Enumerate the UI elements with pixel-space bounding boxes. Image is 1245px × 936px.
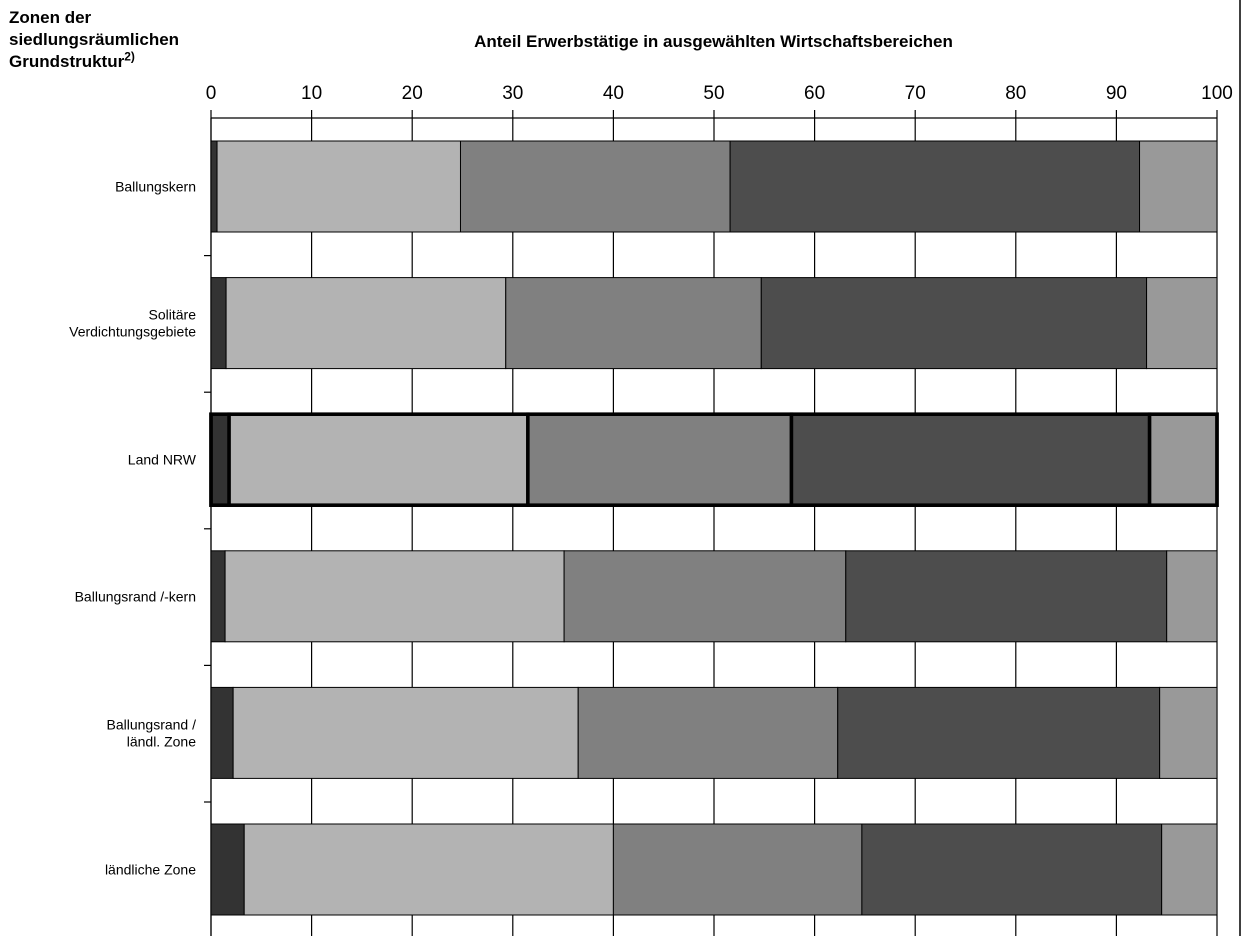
bar-segment xyxy=(224,550,565,643)
bar-segment xyxy=(459,140,731,233)
bar-segment xyxy=(1147,412,1219,507)
bar-segment xyxy=(210,686,234,779)
x-tick-label: 10 xyxy=(301,83,322,104)
bar-segment xyxy=(612,823,863,916)
bar-segment xyxy=(563,550,847,643)
bar-segment xyxy=(729,140,1141,233)
category-label: Land NRW xyxy=(128,452,197,468)
chart-title: Anteil Erwerbstätige in ausgewählten Wir… xyxy=(474,32,953,51)
bar-segment xyxy=(227,412,530,507)
bar-segment xyxy=(1166,550,1218,643)
x-tick-label: 100 xyxy=(1201,83,1233,104)
category-label: Verdichtungsgebiete xyxy=(69,324,196,340)
bar-segment xyxy=(216,140,461,233)
category-label: Ballungskern xyxy=(115,179,196,195)
bar-segment xyxy=(210,823,245,916)
x-tick-label: 20 xyxy=(402,83,423,104)
bar-segment xyxy=(760,277,1148,370)
bar-segment xyxy=(526,412,794,507)
bar-segment xyxy=(232,686,579,779)
bar-segment xyxy=(845,550,1168,643)
bar-segment xyxy=(210,277,227,370)
bar-segment xyxy=(225,277,507,370)
x-tick-label: 0 xyxy=(206,83,217,104)
bar-segment xyxy=(210,140,218,233)
bar-segment xyxy=(861,823,1163,916)
category-label: ländliche Zone xyxy=(105,862,196,878)
category-axis-title: Zonen der siedlungsräumlichen Grundstruktu… xyxy=(9,7,229,73)
bar-segment xyxy=(1139,140,1218,233)
bar-segment xyxy=(210,550,226,643)
bar-segment xyxy=(577,686,839,779)
bar-segment xyxy=(837,686,1161,779)
category-label: Solitäre xyxy=(149,307,197,323)
x-tick-label: 50 xyxy=(703,83,724,104)
bar-segment xyxy=(243,823,614,916)
category-axis-title-line: Grundstruktur xyxy=(9,52,125,71)
highlight-frame xyxy=(209,412,1219,507)
bar-segment xyxy=(1159,686,1218,779)
x-tick-label: 30 xyxy=(502,83,523,104)
bar-segment xyxy=(209,412,231,507)
category-label: Ballungsrand / xyxy=(106,716,196,732)
x-tick-label: 60 xyxy=(804,83,825,104)
bar-segment xyxy=(1161,823,1218,916)
bar-segment xyxy=(1146,277,1218,370)
x-tick-label: 40 xyxy=(603,83,624,104)
category-axis-title-line: siedlungsräumlichen xyxy=(9,30,180,49)
category-axis-title-line: Zonen der xyxy=(9,8,92,27)
x-tick-label: 90 xyxy=(1106,83,1127,104)
footnote-marker: 2) xyxy=(124,49,135,64)
x-tick-label: 80 xyxy=(1005,83,1026,104)
bar-segment xyxy=(789,412,1152,507)
bar-segment xyxy=(505,277,762,370)
x-tick-label: 70 xyxy=(905,83,926,104)
category-label: Ballungsrand /-kern xyxy=(75,588,196,604)
category-label: ländl. Zone xyxy=(127,733,196,749)
